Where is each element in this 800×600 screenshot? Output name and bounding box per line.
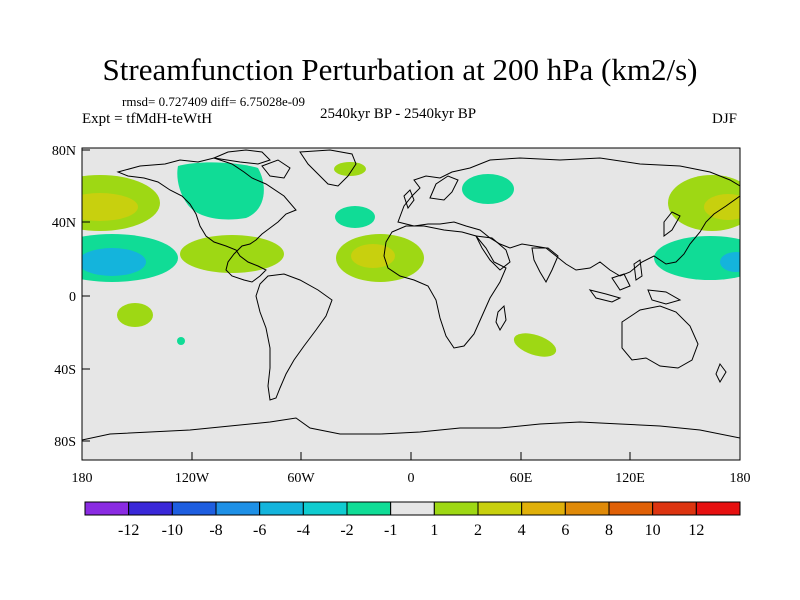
contour-positive-atlantic-core <box>351 244 395 268</box>
colorbar-label: -4 <box>297 522 310 539</box>
coast-baffin <box>261 159 291 179</box>
colorbar-swatch <box>652 501 697 516</box>
lon-label: 0 <box>408 471 415 486</box>
experiment-label: Expt = tfMdH-teWtH <box>82 111 213 127</box>
coast-arctic-islands <box>212 149 271 165</box>
colorbar-label: 8 <box>605 522 613 539</box>
contour-positive-epacific <box>117 303 153 327</box>
coast-india <box>531 247 559 284</box>
colorbar-label: 2 <box>474 522 482 539</box>
contour-negative-wpacific <box>654 236 740 280</box>
colorbar-swatch <box>695 501 741 516</box>
colorbar-swatch <box>477 501 523 516</box>
coast-arabia <box>475 235 511 271</box>
colorbar-label: -10 <box>162 522 183 539</box>
coast-antarctica <box>82 417 740 441</box>
colorbar-label: -6 <box>253 522 266 539</box>
contour-positive-safrica <box>513 333 557 357</box>
lat-label: 80N <box>52 144 76 159</box>
map-title: Streamfunction Perturbation at 200 hPa (… <box>102 52 698 87</box>
contour-negative-small <box>177 337 185 345</box>
colorbar-label: 10 <box>645 522 661 539</box>
coast-australia <box>621 305 699 369</box>
colorbar-label: 1 <box>430 522 438 539</box>
colorbar-swatch <box>302 501 348 516</box>
colorbar-label: 12 <box>688 522 704 539</box>
contour-fields <box>82 162 740 357</box>
colorbar-label: -1 <box>384 522 397 539</box>
lon-label: 60W <box>287 471 315 486</box>
coastlines <box>82 149 740 441</box>
lon-label: 180 <box>730 471 751 486</box>
colorbar-swatch <box>521 501 566 516</box>
coast-south-america <box>255 273 333 401</box>
coast-eurasia <box>397 157 740 277</box>
colorbar-swatch <box>608 501 654 516</box>
colorbar-swatch <box>390 501 435 516</box>
coast-north-america <box>116 157 297 283</box>
contour-negative-pacific-core <box>82 248 146 276</box>
colorbar-swatch <box>171 501 217 516</box>
period-label: 2540kyr BP - 2540kyr BP <box>320 106 477 122</box>
colorbar-swatch <box>215 501 261 516</box>
coast-madagascar <box>495 304 507 332</box>
coast-philippines <box>633 259 643 281</box>
lat-label: 40S <box>54 363 76 378</box>
colorbar-swatch <box>564 501 610 516</box>
colorbar-label: -8 <box>209 522 222 539</box>
coast-scandinavia <box>429 175 459 201</box>
contour-positive-camerica <box>180 235 284 273</box>
colorbar-swatch <box>259 501 304 516</box>
stats-label: rmsd= 0.727409 diff= 6.75028e-09 <box>122 94 306 109</box>
contour-negative-europe <box>462 174 514 204</box>
axis-ticks <box>82 149 631 460</box>
lat-label: 40N <box>52 216 76 231</box>
lon-label: 180 <box>72 471 93 486</box>
contour-negative-wpacific-core <box>720 252 740 272</box>
coast-britain <box>403 189 415 210</box>
coast-indonesia-2 <box>611 273 631 291</box>
lon-label: 60E <box>510 471 533 486</box>
colorbar-label: -12 <box>118 522 139 539</box>
coast-new-zealand <box>715 362 727 384</box>
contour-negative-namerica <box>177 162 264 220</box>
colorbar-label: -2 <box>340 522 353 539</box>
colorbar-swatch <box>84 501 130 516</box>
colorbar: -12 -10 -8 -6 -4 -2 -1 1 2 4 6 8 10 12 <box>84 501 741 539</box>
coast-greenland <box>299 149 357 187</box>
colorbar-label: 4 <box>518 522 526 539</box>
colorbar-label: 6 <box>561 522 569 539</box>
contour-positive-greenland <box>334 162 366 176</box>
coast-africa <box>383 225 507 349</box>
lat-label: 80S <box>54 435 76 450</box>
lon-label: 120E <box>615 471 645 486</box>
coast-japan <box>663 211 681 237</box>
coast-new-guinea <box>647 289 682 305</box>
coast-indonesia-1 <box>588 289 622 303</box>
contour-negative-natlantic <box>335 206 375 228</box>
colorbar-swatch <box>346 501 392 516</box>
colorbar-swatch <box>128 501 173 516</box>
colorbar-swatch <box>433 501 479 516</box>
season-label: DJF <box>712 111 738 127</box>
contour-positive-nwpacific-core <box>704 194 740 220</box>
contour-positive-npacific-core <box>82 193 138 221</box>
lat-label: 0 <box>69 290 76 305</box>
lon-label: 120W <box>175 471 210 486</box>
